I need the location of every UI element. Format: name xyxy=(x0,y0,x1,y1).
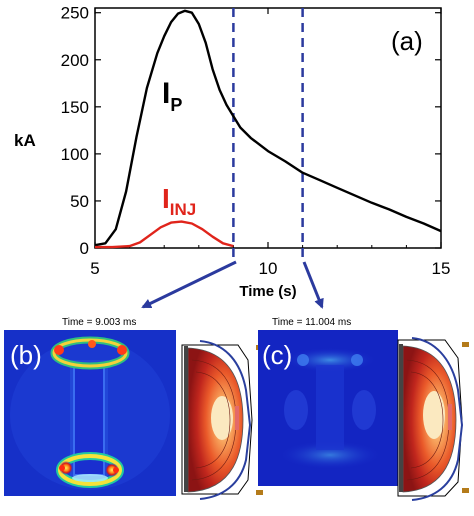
arrow-to-panel-c xyxy=(302,261,324,309)
series-label-iinj-main: I xyxy=(162,183,170,214)
series-label-ip: IP xyxy=(162,77,182,115)
plot-frame xyxy=(94,7,442,249)
y-tick-label: 150 xyxy=(61,98,89,117)
y-tick-label: 250 xyxy=(61,4,89,23)
series-line-i-p xyxy=(94,9,442,247)
x-axis-label: Time (s) xyxy=(239,283,296,300)
series-label-ip-sub: P xyxy=(170,95,182,115)
series-label-iinj-sub: INJ xyxy=(170,200,196,219)
y-tick-label: 50 xyxy=(70,192,89,211)
panel-b-time: Time = 9.003 ms xyxy=(62,317,136,328)
series-line-i-inj xyxy=(95,220,234,249)
x-tick-label: 5 xyxy=(90,259,99,278)
panel-label-b: (b) xyxy=(10,340,42,370)
series-label-iinj: IINJ xyxy=(162,183,196,219)
x-axis-ticks: 5 10 15 xyxy=(90,8,450,278)
panel-c-camera-image xyxy=(258,330,398,486)
panel-c-equilibrium xyxy=(397,337,469,501)
x-tick-label: 10 xyxy=(259,259,278,278)
y-tick-label: 0 xyxy=(80,239,89,258)
y-axis-label: kA xyxy=(14,131,36,150)
series-label-ip-main: I xyxy=(162,77,170,110)
panel-b-equilibrium xyxy=(181,340,263,500)
time-markers xyxy=(232,8,304,258)
arrow-to-panel-b xyxy=(141,260,237,309)
x-tick-label: 15 xyxy=(432,259,451,278)
y-tick-label: 100 xyxy=(61,145,89,164)
y-axis-ticks: 0 50 100 150 200 250 xyxy=(61,4,441,258)
y-tick-label: 200 xyxy=(61,51,89,70)
panel-c-time: Time = 11.004 ms xyxy=(272,317,351,328)
panel-label-a: (a) xyxy=(391,26,423,56)
panel-b-camera-image xyxy=(4,330,176,496)
series-layer xyxy=(94,9,442,249)
panel-label-c: (c) xyxy=(262,340,292,370)
